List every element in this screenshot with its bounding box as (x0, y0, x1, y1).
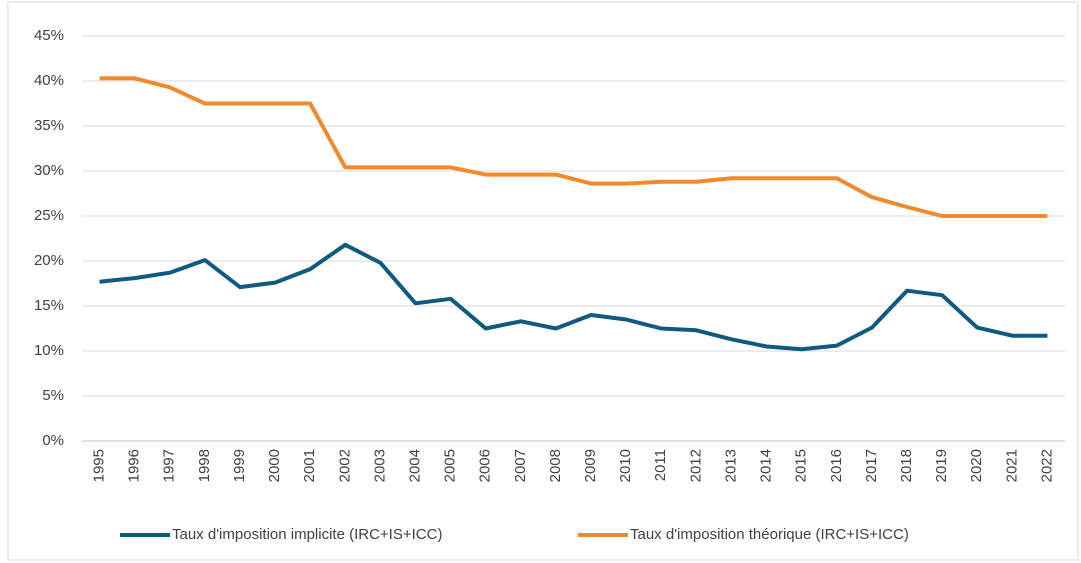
x-tick-label: 1997 (161, 449, 178, 482)
legend-label: Taux d'imposition théorique (IRC+IS+ICC) (630, 526, 909, 543)
y-tick-label: 35% (34, 117, 64, 134)
x-tick-label: 2005 (442, 449, 459, 482)
series-line (99, 242, 1048, 352)
x-tick-label: 1998 (196, 449, 213, 482)
x-tick-label: 1996 (126, 449, 143, 482)
x-tick-label: 2008 (547, 449, 564, 482)
x-tick-label: 2022 (1038, 449, 1055, 482)
x-tick-label: 2002 (336, 449, 353, 482)
x-tick-label: 2000 (266, 449, 283, 482)
y-tick-label: 30% (34, 162, 64, 179)
x-tick-label: 2015 (793, 449, 810, 482)
chart-frame (7, 1, 1079, 561)
y-tick-label: 15% (34, 297, 64, 314)
x-tick-label: 2021 (1003, 449, 1020, 482)
x-tick-label: 2013 (722, 449, 739, 482)
x-tick-label: 2010 (617, 449, 634, 482)
x-tick-label: 2020 (968, 449, 985, 482)
y-tick-label: 45% (34, 27, 64, 44)
legend-label: Taux d'imposition implicite (IRC+IS+ICC) (172, 526, 442, 543)
x-tick-label: 2007 (512, 449, 529, 482)
y-tick-label: 20% (34, 252, 64, 269)
series-line (99, 76, 1048, 218)
x-tick-label: 2009 (582, 449, 599, 482)
x-tick-label: 2006 (477, 449, 494, 482)
x-tick-label: 2014 (758, 449, 775, 482)
y-tick-label: 25% (34, 207, 64, 224)
x-tick-label: 2012 (687, 449, 704, 482)
x-tick-label: 2001 (301, 449, 318, 482)
x-tick-label: 2004 (406, 449, 423, 482)
x-tick-label: 2003 (371, 449, 388, 482)
y-tick-label: 10% (34, 342, 64, 359)
x-tick-label: 1995 (91, 449, 108, 482)
y-tick-label: 5% (42, 387, 64, 404)
x-tick-label: 2019 (933, 449, 950, 482)
x-tick-label: 1999 (231, 449, 248, 482)
y-tick-label: 40% (34, 72, 64, 89)
x-tick-label: 2017 (863, 449, 880, 482)
x-tick-label: 2011 (652, 449, 669, 481)
x-tick-label: 2016 (828, 449, 845, 482)
y-tick-label: 0% (42, 432, 64, 449)
x-tick-label: 2018 (898, 449, 915, 482)
